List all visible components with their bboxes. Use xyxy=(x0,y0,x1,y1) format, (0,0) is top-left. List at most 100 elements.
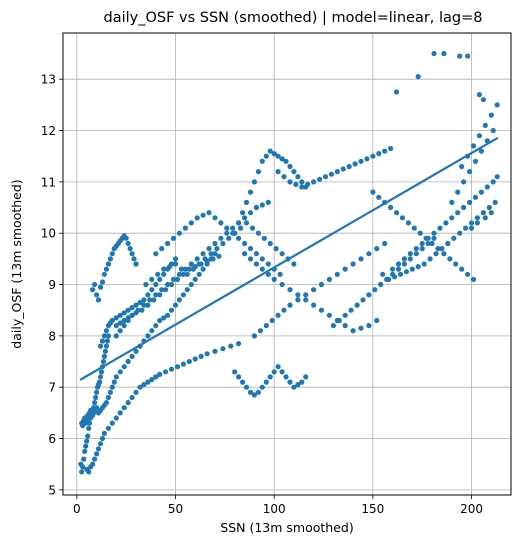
data-point xyxy=(348,307,354,313)
x-tick-label: 0 xyxy=(73,502,81,516)
data-point xyxy=(123,235,129,241)
data-point xyxy=(109,251,115,257)
data-point xyxy=(340,166,346,172)
data-point xyxy=(467,169,473,175)
data-point xyxy=(392,274,398,280)
data-point xyxy=(449,199,455,205)
data-point xyxy=(441,50,447,57)
data-point xyxy=(494,174,500,180)
data-point xyxy=(232,369,238,375)
data-point xyxy=(220,346,226,352)
data-point xyxy=(478,189,484,195)
data-point xyxy=(196,271,202,277)
data-point xyxy=(257,328,263,334)
data-point xyxy=(135,307,141,313)
data-point xyxy=(459,266,465,272)
data-point xyxy=(125,400,131,406)
data-point xyxy=(467,199,473,205)
data-point xyxy=(261,235,267,241)
data-point xyxy=(242,215,248,221)
data-point xyxy=(395,261,402,267)
data-point xyxy=(101,430,107,436)
data-point xyxy=(127,246,133,252)
data-point xyxy=(275,312,281,318)
data-point xyxy=(81,456,87,462)
data-point xyxy=(431,50,437,57)
data-point xyxy=(90,461,96,467)
data-point xyxy=(281,307,287,313)
data-point xyxy=(129,251,135,257)
data-point xyxy=(180,292,186,298)
data-point xyxy=(170,276,177,282)
data-point xyxy=(151,297,157,303)
data-point xyxy=(275,169,281,175)
data-point xyxy=(299,379,305,385)
data-point xyxy=(305,181,311,187)
data-point xyxy=(247,389,254,395)
data-point xyxy=(117,410,123,416)
data-point xyxy=(283,374,289,380)
data-point xyxy=(393,210,400,216)
data-point xyxy=(107,256,113,262)
data-point xyxy=(145,292,151,298)
data-point xyxy=(253,261,259,267)
data-point xyxy=(236,235,242,241)
data-point xyxy=(121,317,127,324)
data-point xyxy=(109,317,115,324)
data-point xyxy=(267,240,273,247)
data-point xyxy=(125,307,131,313)
data-point xyxy=(388,145,394,152)
data-point xyxy=(101,333,107,339)
data-point xyxy=(417,230,423,236)
data-point xyxy=(121,405,127,411)
data-point xyxy=(113,323,119,329)
data-point xyxy=(277,271,283,277)
data-point xyxy=(419,240,425,247)
data-point xyxy=(399,215,406,221)
data-point xyxy=(133,261,139,267)
data-point xyxy=(212,348,218,354)
data-point xyxy=(242,251,248,257)
data-point xyxy=(488,210,494,216)
data-point xyxy=(212,251,218,257)
data-point xyxy=(186,266,192,272)
data-point xyxy=(236,374,242,380)
data-point xyxy=(96,379,103,385)
data-point xyxy=(317,176,323,182)
data-point xyxy=(358,158,364,164)
data-point xyxy=(97,374,104,380)
chart-title: daily_OSF vs SSN (smoothed) | model=line… xyxy=(103,10,482,26)
data-point xyxy=(121,310,127,316)
data-point xyxy=(129,312,135,318)
data-point xyxy=(397,271,404,277)
data-point xyxy=(303,297,309,303)
data-point xyxy=(109,420,115,426)
data-point xyxy=(202,256,208,262)
data-point xyxy=(153,281,159,288)
data-point xyxy=(143,281,149,288)
data-point xyxy=(330,323,336,329)
data-point xyxy=(94,451,100,457)
data-point xyxy=(342,266,348,272)
data-point xyxy=(295,382,301,388)
data-point xyxy=(253,204,259,211)
data-point xyxy=(370,189,376,195)
data-point xyxy=(431,230,437,236)
data-point xyxy=(374,246,380,252)
data-point xyxy=(180,361,186,367)
data-point xyxy=(393,89,400,95)
data-point xyxy=(326,312,332,318)
data-point xyxy=(494,102,500,108)
data-point xyxy=(159,287,165,293)
data-point xyxy=(188,281,194,288)
data-point xyxy=(376,194,382,200)
data-point xyxy=(247,246,254,252)
x-tick-label: 200 xyxy=(460,502,483,516)
data-point xyxy=(413,246,419,252)
data-point xyxy=(109,384,115,390)
data-point xyxy=(139,307,145,313)
y-axis-label: daily_OSF (13m smoothed) xyxy=(9,179,24,348)
data-point xyxy=(194,256,200,262)
data-point xyxy=(263,323,269,329)
